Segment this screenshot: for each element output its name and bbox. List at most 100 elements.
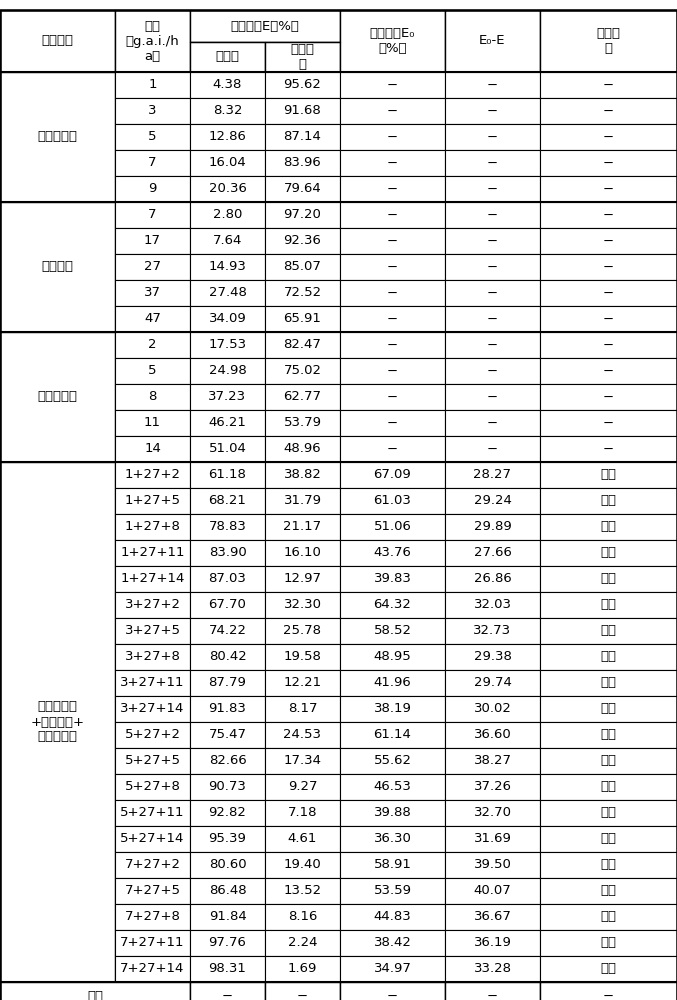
Text: 38.82: 38.82 — [284, 468, 322, 482]
Text: 19.58: 19.58 — [284, 650, 322, 664]
Text: 1+27+11: 1+27+11 — [121, 546, 185, 560]
Bar — [540, 956, 677, 982]
Bar — [540, 72, 677, 98]
Text: 26.86: 26.86 — [474, 572, 511, 585]
Text: −: − — [387, 130, 398, 143]
Text: 对照: 对照 — [87, 990, 103, 1000]
Bar — [540, 592, 677, 618]
Text: 11: 11 — [144, 416, 161, 430]
Bar — [340, 800, 445, 826]
Text: 5: 5 — [148, 130, 157, 143]
Text: 24.98: 24.98 — [209, 364, 246, 377]
Text: −: − — [487, 234, 498, 247]
Text: −: − — [603, 442, 614, 456]
Text: 36.30: 36.30 — [374, 832, 412, 846]
Bar — [265, 150, 340, 176]
Bar — [540, 774, 677, 800]
Text: 41.96: 41.96 — [374, 676, 412, 690]
Bar — [340, 306, 445, 332]
Text: 7+27+8: 7+27+8 — [125, 910, 181, 924]
Text: 5+27+5: 5+27+5 — [125, 754, 181, 768]
Text: 58.91: 58.91 — [374, 858, 412, 871]
Text: 38.27: 38.27 — [473, 754, 512, 768]
Bar — [540, 566, 677, 592]
Bar — [540, 930, 677, 956]
Text: 65.91: 65.91 — [284, 312, 322, 326]
Bar — [265, 852, 340, 878]
Bar — [190, 254, 265, 280]
Bar — [265, 956, 340, 982]
Text: 29.24: 29.24 — [474, 494, 511, 508]
Bar — [540, 384, 677, 410]
Text: −: − — [387, 286, 398, 300]
Bar — [265, 462, 340, 488]
Bar — [265, 644, 340, 670]
Text: 嘎唠酰草胺: 嘎唠酰草胺 — [37, 130, 77, 143]
Text: 78.83: 78.83 — [209, 520, 246, 534]
Text: 3+27+11: 3+27+11 — [121, 676, 185, 690]
Bar — [115, 306, 190, 332]
Text: 53.59: 53.59 — [374, 884, 412, 898]
Text: 抑制率: 抑制率 — [215, 50, 240, 64]
Bar — [340, 280, 445, 306]
Text: −: − — [603, 209, 614, 222]
Text: 氯吠嚅磺隆: 氯吠嚅磺隆 — [37, 390, 77, 403]
Text: 7.18: 7.18 — [288, 806, 318, 820]
Text: 91.68: 91.68 — [284, 104, 322, 117]
Bar — [190, 800, 265, 826]
Text: 3+27+8: 3+27+8 — [125, 650, 181, 664]
Bar — [115, 566, 190, 592]
Bar — [115, 514, 190, 540]
Bar — [445, 150, 540, 176]
Text: 增效: 增效 — [600, 676, 617, 690]
Bar — [445, 852, 540, 878]
Text: −: − — [603, 286, 614, 300]
Text: −: − — [603, 338, 614, 352]
Text: 增效: 增效 — [600, 780, 617, 794]
Text: −: − — [387, 156, 398, 169]
Text: 7+27+2: 7+27+2 — [125, 858, 181, 871]
Bar — [540, 410, 677, 436]
Bar — [265, 722, 340, 748]
Bar — [540, 10, 677, 72]
Bar — [190, 124, 265, 150]
Text: 33.28: 33.28 — [473, 962, 512, 976]
Text: −: − — [603, 182, 614, 196]
Text: 21.17: 21.17 — [284, 520, 322, 534]
Bar — [115, 176, 190, 202]
Bar — [265, 878, 340, 904]
Bar — [265, 436, 340, 462]
Text: 53.79: 53.79 — [284, 416, 322, 430]
Bar — [190, 826, 265, 852]
Bar — [265, 124, 340, 150]
Bar — [115, 826, 190, 852]
Bar — [445, 358, 540, 384]
Text: 17.34: 17.34 — [284, 754, 322, 768]
Text: −: − — [387, 312, 398, 326]
Bar — [445, 332, 540, 358]
Bar — [445, 410, 540, 436]
Text: −: − — [387, 390, 398, 403]
Text: 46.21: 46.21 — [209, 416, 246, 430]
Text: −: − — [603, 990, 614, 1000]
Text: 67.70: 67.70 — [209, 598, 246, 611]
Bar — [445, 436, 540, 462]
Bar — [340, 462, 445, 488]
Bar — [265, 670, 340, 696]
Text: 82.47: 82.47 — [284, 338, 322, 352]
Text: −: − — [603, 130, 614, 143]
Text: 30.02: 30.02 — [474, 702, 511, 716]
Bar — [340, 10, 445, 72]
Bar — [190, 592, 265, 618]
Bar — [540, 696, 677, 722]
Bar — [265, 72, 340, 98]
Text: −: − — [387, 209, 398, 222]
Bar — [445, 254, 540, 280]
Text: 34.09: 34.09 — [209, 312, 246, 326]
Bar — [340, 566, 445, 592]
Bar — [340, 722, 445, 748]
Bar — [445, 202, 540, 228]
Text: 8.32: 8.32 — [213, 104, 242, 117]
Text: 97.20: 97.20 — [284, 209, 322, 222]
Text: 25.78: 25.78 — [284, 624, 322, 638]
